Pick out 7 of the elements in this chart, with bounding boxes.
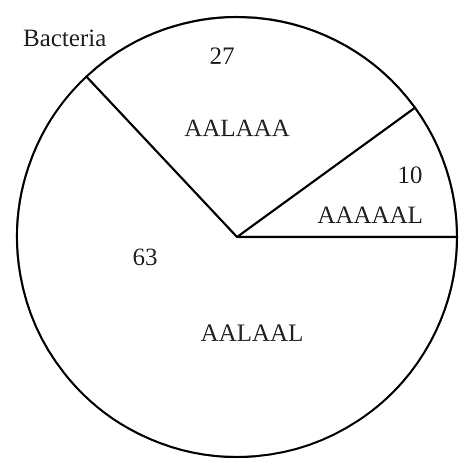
data-label: 27 — [210, 47, 234, 64]
data-label: 63 — [134, 248, 157, 266]
slice-label: AALAAL — [200, 324, 302, 341]
slice-label: AALAAA — [184, 120, 290, 136]
chart-title: Bacteria — [24, 29, 106, 46]
data-label: 10 — [400, 166, 422, 184]
slice-label: AAAAAL — [318, 206, 422, 223]
